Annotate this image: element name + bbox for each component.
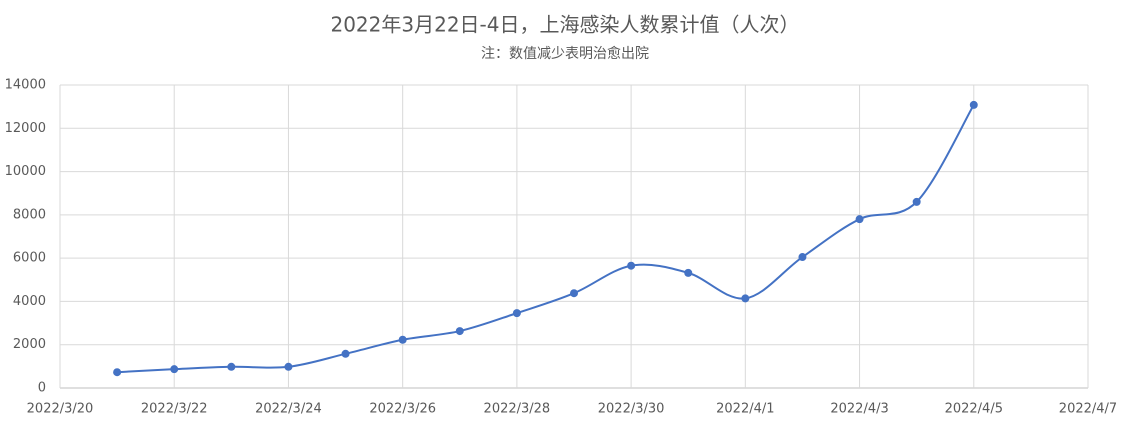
point: [570, 289, 578, 298]
y-tick-label: 0: [38, 381, 46, 396]
chart-subtitle: 注：数值减少表明治愈出院: [481, 46, 649, 62]
x-tick-label: 2022/3/28: [484, 402, 551, 417]
point: [512, 309, 521, 318]
y-tick-label: 6000: [13, 251, 46, 266]
x-tick-label: 2022/3/26: [369, 402, 436, 417]
y-tick-label: 2000: [13, 337, 46, 352]
point: [227, 362, 236, 371]
point: [398, 335, 407, 344]
line: [117, 104, 975, 374]
x-tick-label: 2022/4/7: [1059, 402, 1117, 417]
point: [113, 368, 122, 377]
y-tick-label: 12000: [5, 121, 46, 136]
y-tick-label: 14000: [5, 78, 46, 93]
point: [798, 253, 807, 262]
point: [284, 362, 293, 371]
chart-title: 2022年3月22日-4日，上海感染人数累计值（人次）: [330, 13, 799, 37]
y-tick-label: 8000: [13, 207, 46, 222]
point: [341, 349, 350, 358]
x-tick-label: 2022/3/22: [141, 402, 208, 417]
point: [741, 294, 750, 303]
point: [855, 215, 864, 224]
y-tick-label: 4000: [13, 294, 46, 309]
point: [684, 268, 693, 277]
y-tick-label: 10000: [5, 164, 46, 179]
point: [455, 327, 464, 336]
x-tick-label: 2022/3/20: [27, 402, 94, 417]
x-tick-label: 2022/4/1: [716, 402, 774, 417]
point: [170, 365, 179, 374]
x-tick-label: 2022/4/5: [945, 402, 1003, 417]
x-tick-label: 2022/3/30: [598, 402, 665, 417]
point: [912, 197, 921, 206]
point: [969, 100, 978, 109]
x-tick-label: 2022/3/24: [255, 402, 322, 417]
point: [627, 261, 636, 270]
x-tick-label: 2022/4/3: [830, 402, 888, 417]
